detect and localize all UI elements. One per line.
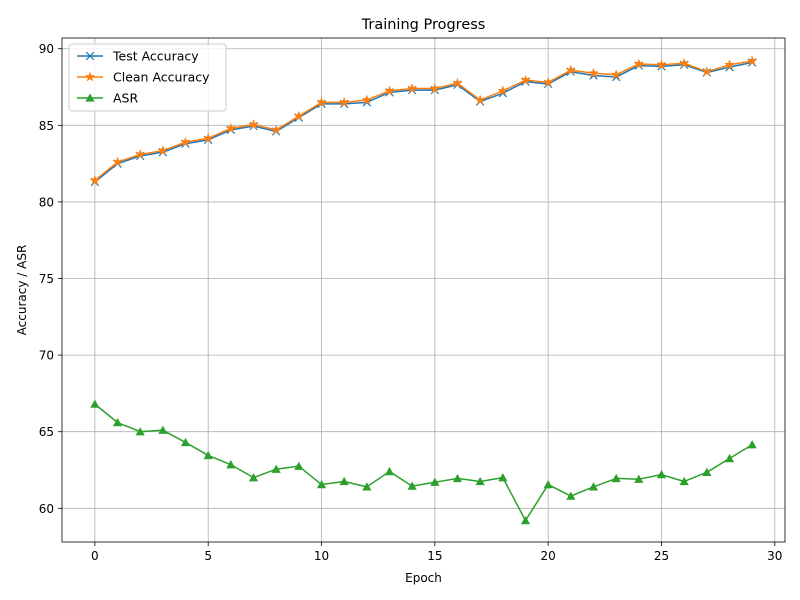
data-point <box>293 110 305 121</box>
x-tick-label: 25 <box>654 549 669 563</box>
data-point <box>361 94 373 105</box>
data-point <box>202 132 214 143</box>
data-point <box>158 425 168 434</box>
data-point <box>543 479 553 489</box>
y-axis-label: Accuracy / ASR <box>15 245 29 336</box>
data-point <box>702 467 712 476</box>
x-tick-label: 10 <box>314 549 329 563</box>
data-point <box>248 473 259 482</box>
data-point <box>520 515 531 525</box>
y-tick-label: 70 <box>39 349 54 363</box>
legend-marker <box>85 51 95 61</box>
data-point <box>474 94 486 105</box>
legend-label: Test Accuracy <box>112 49 199 64</box>
data-point <box>678 57 690 68</box>
legend: Test Accuracy Clean Accuracy ASR <box>68 43 227 112</box>
data-point <box>248 119 259 130</box>
data-point <box>610 69 622 80</box>
data-point <box>724 59 735 70</box>
legend-box <box>68 43 227 112</box>
data-point <box>633 58 645 69</box>
data-point <box>588 482 599 491</box>
data-point <box>701 66 713 77</box>
y-tick-label: 60 <box>39 502 54 516</box>
y-tick-label: 75 <box>39 272 54 286</box>
data-point <box>611 473 621 483</box>
legend-entry: Clean Accuracy <box>77 70 210 85</box>
data-point <box>203 450 213 460</box>
data-point <box>180 437 191 447</box>
grid <box>62 38 785 542</box>
data-point <box>588 67 599 78</box>
data-point <box>452 473 463 483</box>
data-point <box>497 85 509 96</box>
data-point <box>407 481 417 490</box>
plot-frame <box>61 37 786 543</box>
data-point <box>294 461 304 470</box>
data-point <box>747 440 757 449</box>
series-layer <box>89 55 758 525</box>
series-asr <box>90 399 757 525</box>
x-tick-label: 0 <box>91 549 99 563</box>
data-point <box>112 156 123 167</box>
data-point <box>225 122 237 133</box>
data-point <box>226 460 236 469</box>
y-tick-label: 65 <box>39 425 54 439</box>
y-tick-label: 90 <box>39 42 54 56</box>
data-point <box>429 83 441 94</box>
x-tick-label: 15 <box>427 549 442 563</box>
legend-marker <box>84 71 96 82</box>
ticks: 0 5 10 15 20 25 30 60 65 70 75 80 85 90 <box>39 42 783 563</box>
chart-title: Training Progress <box>361 17 486 33</box>
data-point <box>362 482 372 491</box>
data-point <box>566 491 576 500</box>
data-point <box>475 476 485 486</box>
x-tick-label: 5 <box>204 549 212 563</box>
series-line <box>94 61 753 183</box>
data-point <box>679 476 689 486</box>
data-point <box>316 96 327 107</box>
data-point <box>656 59 667 70</box>
x-tick-label: 20 <box>541 549 556 563</box>
data-point <box>384 466 395 476</box>
series-clean-accuracy <box>89 55 758 185</box>
data-point <box>384 85 395 96</box>
data-point <box>656 469 667 479</box>
data-point <box>746 55 758 66</box>
data-point <box>316 479 327 489</box>
data-point <box>90 399 100 408</box>
legend-entry: ASR <box>77 91 138 106</box>
series-line <box>94 403 753 522</box>
data-point <box>565 64 577 75</box>
data-point <box>112 417 123 427</box>
legend-marker <box>85 93 95 102</box>
data-point <box>430 477 440 486</box>
data-point <box>520 74 531 85</box>
y-tick-label: 85 <box>39 119 54 133</box>
x-tick-label: 30 <box>767 549 782 563</box>
legend-entry: Test Accuracy <box>77 49 199 64</box>
series-line <box>94 60 753 182</box>
data-point <box>270 124 282 135</box>
data-point <box>157 145 169 156</box>
legend-label: Clean Accuracy <box>113 70 210 85</box>
data-point <box>134 148 146 159</box>
data-point <box>271 464 281 473</box>
data-point <box>180 136 191 147</box>
data-point <box>724 453 735 463</box>
data-point <box>339 476 349 486</box>
data-point <box>406 83 418 94</box>
data-point <box>452 77 463 88</box>
data-point <box>338 96 350 107</box>
y-tick-label: 80 <box>39 195 54 209</box>
data-point <box>135 427 145 436</box>
data-point <box>89 174 101 185</box>
x-axis-label: Epoch <box>405 571 442 585</box>
data-point <box>498 473 508 482</box>
legend-label: ASR <box>113 91 138 106</box>
data-point <box>634 474 644 483</box>
data-point <box>542 76 554 87</box>
